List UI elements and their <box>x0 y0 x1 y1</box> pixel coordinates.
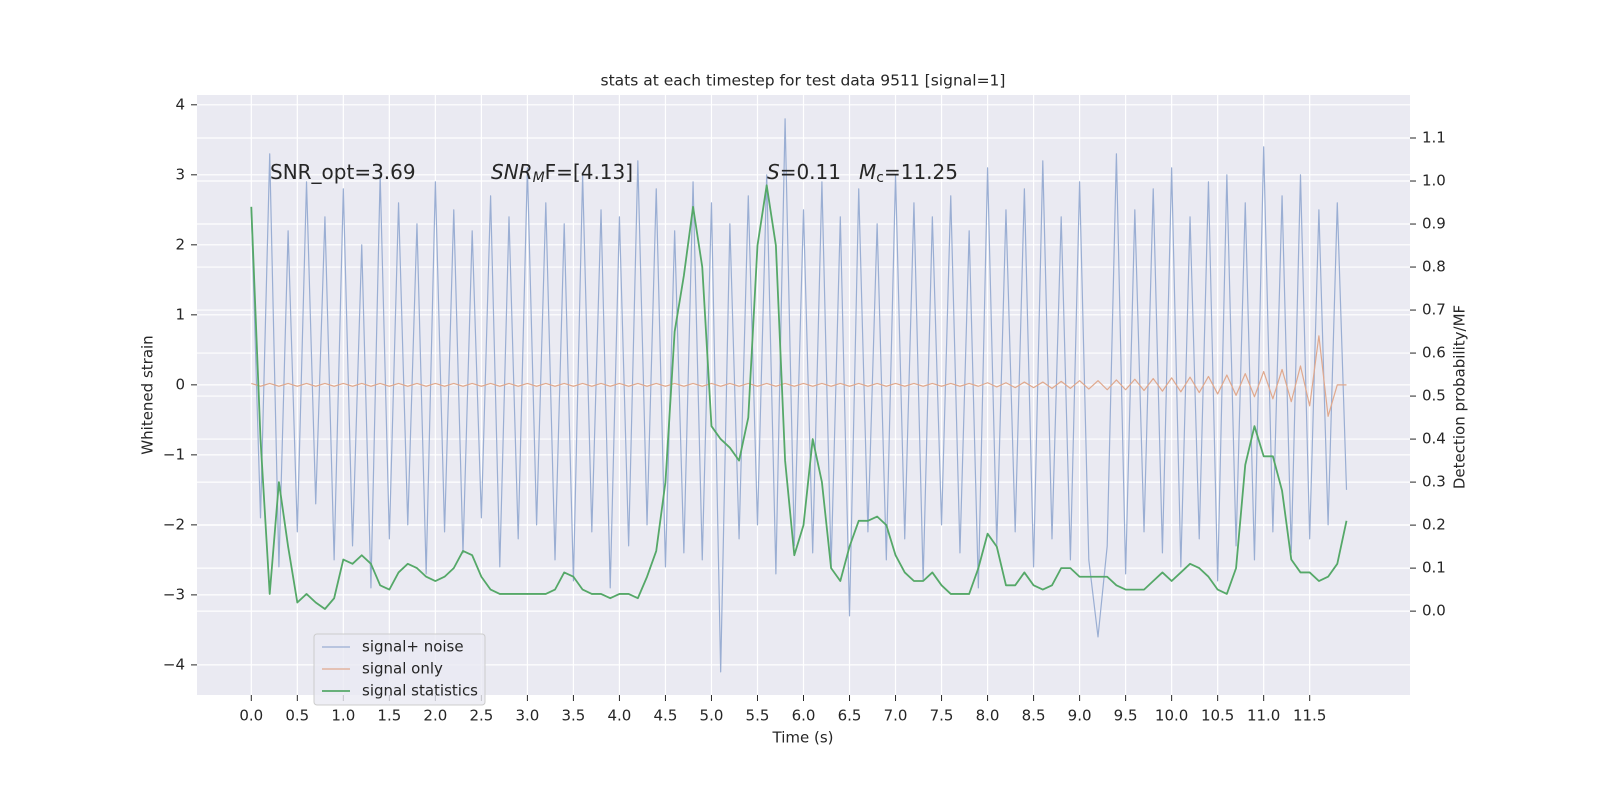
y2-tick-label: 0.1 <box>1422 559 1446 577</box>
x-tick-label: 1.0 <box>331 707 355 725</box>
x-tick-label: 0.0 <box>239 707 263 725</box>
annotation-part: F=[4.13] <box>545 160 633 184</box>
y2-tick-label: 0.2 <box>1422 516 1446 534</box>
y2-tick-label: 0.3 <box>1422 473 1446 491</box>
series-line <box>250 184 1348 610</box>
y2-tick-label: 1.0 <box>1422 172 1446 190</box>
annotation: SNRMF=[4.13] <box>491 160 633 187</box>
x-axis-label: Time (s) <box>772 729 834 747</box>
x-tick-label: 4.0 <box>608 707 632 725</box>
y2-axis-label: Detection probability/MF <box>1451 305 1469 489</box>
x-tick-label: 11.0 <box>1247 707 1280 725</box>
y2-tick-label: 0.4 <box>1422 430 1446 448</box>
y-tick-label: −2 <box>163 515 185 533</box>
annotation-part: SNR <box>491 160 533 184</box>
annotation-part: SNR_opt=3.69 <box>270 160 416 184</box>
y-tick-label: 0 <box>175 375 185 393</box>
x-tick-label: 10.0 <box>1155 707 1188 725</box>
x-tick-label: 7.0 <box>884 707 908 725</box>
x-tick-label: 0.5 <box>285 707 309 725</box>
legend-box <box>313 633 486 706</box>
y-axis-label: Whitened strain <box>139 335 157 454</box>
x-tick-label: 9.0 <box>1068 707 1092 725</box>
x-tick-label: 11.5 <box>1293 707 1326 725</box>
y-tick-label: −3 <box>163 585 185 603</box>
x-tick-label: 8.5 <box>1022 707 1046 725</box>
annotation-part: =0.11 <box>780 160 841 184</box>
legend-label: signal statistics <box>362 682 478 700</box>
x-tick-label: 6.0 <box>792 707 816 725</box>
chart-title: stats at each timestep for test data 951… <box>601 72 1006 90</box>
series-line <box>250 118 1348 673</box>
y2-tick-label: 0.6 <box>1422 344 1446 362</box>
y-tick-label: −4 <box>163 655 185 673</box>
x-tick-label: 4.5 <box>654 707 678 725</box>
y2-tick-label: 0.9 <box>1422 215 1446 233</box>
y-tick-label: 3 <box>175 165 185 183</box>
annotation: Mc=11.25 <box>859 160 958 187</box>
y2-tick-label: 0.8 <box>1422 258 1446 276</box>
y-tick-label: 1 <box>175 305 185 323</box>
annotation-part: =11.25 <box>884 160 958 184</box>
y-tick-label: −1 <box>163 445 185 463</box>
axes: 0.0 0.5 1.0 1.5 2.0 2.5 3.0 3.5 4.0 4.5 5.0 5.5 6.0 6… <box>163 95 1446 724</box>
x-tick-label: 6.5 <box>838 707 862 725</box>
series-line <box>251 335 1347 417</box>
x-tick-label: 1.5 <box>377 707 401 725</box>
legend-label: signal only <box>362 660 443 678</box>
y-tick-label: 2 <box>175 235 185 253</box>
y-tick-label: 4 <box>175 95 185 113</box>
x-tick-label: 3.0 <box>515 707 539 725</box>
x-tick-label: 5.5 <box>746 707 770 725</box>
x-tick-label: 8.0 <box>976 707 1000 725</box>
x-tick-label: 5.0 <box>700 707 724 725</box>
series-layer <box>250 118 1348 673</box>
x-tick-label: 3.5 <box>561 707 585 725</box>
annotation-part: S <box>767 160 780 184</box>
annotation: S=0.11 <box>767 160 841 184</box>
legend: signal+ noise signal only signal statistic… <box>313 633 486 706</box>
annotation-part: M <box>533 170 545 186</box>
x-tick-label: 2.5 <box>469 707 493 725</box>
annotation-part: M <box>859 160 876 184</box>
legend-label: signal+ noise <box>362 638 464 656</box>
x-tick-label: 9.5 <box>1114 707 1138 725</box>
y2-tick-label: 0.0 <box>1422 602 1446 620</box>
x-tick-label: 7.5 <box>930 707 954 725</box>
y2-tick-label: 0.7 <box>1422 301 1446 319</box>
annotation: SNR_opt=3.69 <box>270 160 416 184</box>
y2-tick-label: 1.1 <box>1422 129 1446 147</box>
x-tick-label: 10.5 <box>1201 707 1234 725</box>
x-tick-label: 2.0 <box>423 707 447 725</box>
annotation-part: c <box>876 170 884 186</box>
y2-tick-label: 0.5 <box>1422 387 1446 405</box>
